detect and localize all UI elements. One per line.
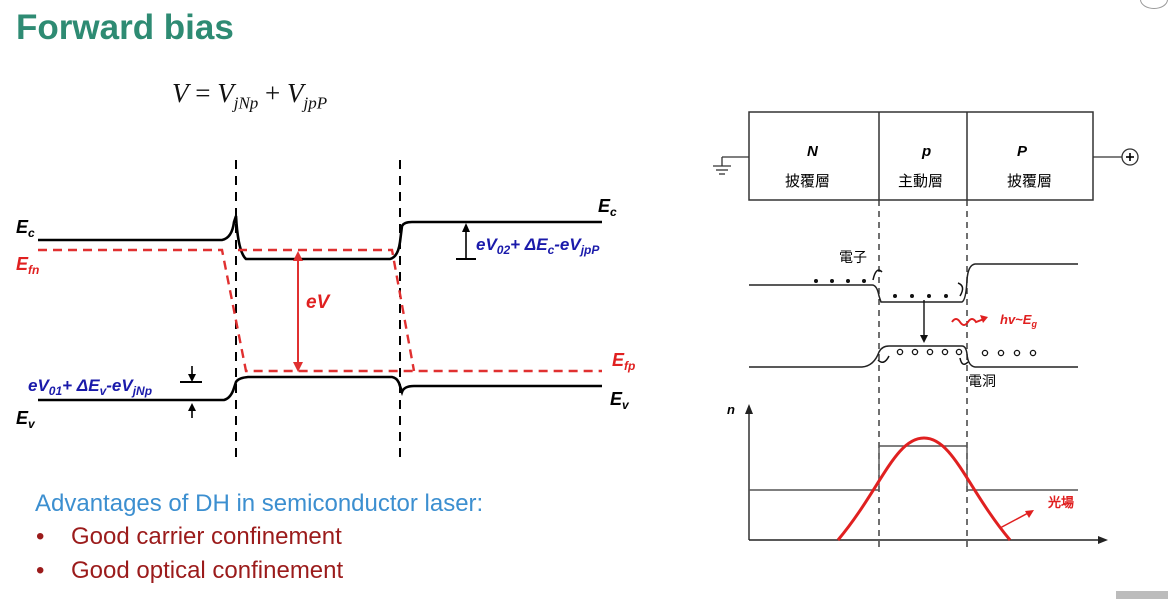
left-offset-a: eV [28,376,50,395]
bullet-icon: • [36,523,45,550]
efp-label: Efp [612,350,635,373]
corner-control-icon[interactable] [1140,0,1168,9]
efp-main: E [612,350,625,370]
electron-reflect-arrow-left [872,269,883,281]
dh-conduction-band [749,263,1078,303]
double-heterostructure-diagram: N 披覆層 p 主動層 P 披覆層 hv~Eg 電子 電洞 [713,111,1139,548]
left-offset-label: eV01+ ΔEv-eVjNp [28,376,152,398]
ev-right-main: E [610,389,623,409]
right-offset-c-sub: jpP [579,243,601,257]
light-field-pointer-head [1025,510,1034,518]
dh-valence-band [749,345,1078,368]
ec-label-left: Ec [16,217,35,240]
layer-n-type: N [807,143,819,160]
light-field-label: 光場 [1047,495,1074,511]
advantage-item: • Good carrier confinement [36,523,342,551]
right-offset-b-sub: c [548,243,555,257]
n-axis-arrow-head [745,404,753,414]
ec-left-main: E [16,217,29,237]
formula-plus: + [258,78,288,108]
left-offset-arrow-head-bottom [188,403,196,411]
electron-dots [814,279,948,298]
efn-label: Efn [16,254,39,277]
layer-p-type: p [921,143,931,160]
layer-n-name: 披覆層 [785,172,830,190]
n-axis-label: n [727,402,735,417]
hole-label: 電洞 [968,374,996,390]
valence-band-line [38,375,602,402]
x-axis-arrow-head [1098,536,1108,544]
photon-sub: g [1030,319,1037,329]
advantage-text: Good carrier confinement [71,523,342,550]
efn-main: E [16,254,29,274]
ev-left-sub: v [28,417,36,431]
ev-label-left: Ev [16,408,36,431]
efp-sub: fp [624,359,635,373]
electron-label: 電子 [839,250,867,266]
right-offset-a: eV [476,235,498,254]
hole-circles [896,348,1037,357]
formula-sub2: jpP [303,93,328,113]
recombination-arrow-head [920,335,928,343]
photon-tilde: ~ [1015,312,1023,327]
hole-reflect-arrow-left [877,355,890,363]
photon-wave-icon [951,318,985,326]
ev-label-right: Ev [610,389,630,412]
formula-v1: V [217,78,234,108]
photon-label: hv~Eg [1000,312,1037,329]
left-offset-c: -eV [106,376,134,395]
ec-left-sub: c [28,226,35,240]
photon-e: E [1023,312,1032,327]
right-offset-label: eV02+ ΔEc-eVjpP [476,235,600,257]
ev-right-sub: v [622,398,630,412]
formula-v: V [172,78,189,108]
left-offset-b-sub: v [100,384,108,398]
layer-pp-name: 披覆層 [1007,172,1052,190]
ev-label: eV [306,292,331,313]
right-offset-b: + ΔE [510,235,548,254]
ev-arrow-head-top [293,251,303,261]
hole-reflect-arrow-right [959,357,969,365]
ec-right-sub: c [610,205,617,219]
layer-pp-type: P [1017,143,1028,160]
left-offset-arrow-head-top [188,374,196,382]
formula-equals: = [188,78,218,108]
efn-sub: fn [28,263,39,277]
layer-box [748,111,1094,201]
bias-voltage-formula: V = VjNp + VjpP [172,78,327,113]
energy-band-diagram: eV eV02+ ΔEc-eVjpP eV01+ ΔEv-eVjNp Ec Ef… [16,160,635,460]
left-offset-c-sub: jNp [131,384,152,398]
ec-right-main: E [598,196,611,216]
electron-reflect-arrow-right [957,282,964,297]
refractive-index-profile [749,445,1078,491]
page-title: Forward bias [16,8,234,47]
right-offset-a-sub: 02 [497,243,511,257]
electron-quasi-fermi-level [38,248,602,373]
scrollbar-thumb[interactable] [1116,591,1168,599]
left-offset-a-sub: 01 [49,384,63,398]
left-offset-b: + ΔE [62,376,100,395]
formula-v2: V [287,78,304,108]
right-offset-arrow-head [462,223,470,232]
advantage-item: • Good optical confinement [36,557,343,585]
layer-p-name: 主動層 [898,172,943,190]
photon-h: hv [1000,312,1016,327]
ev-left-main: E [16,408,29,428]
formula-sub1: jNp [233,93,259,113]
photon-arrow-head [980,315,988,323]
optical-field-profile [836,436,1012,541]
ec-label-right: Ec [598,196,617,219]
right-offset-c: -eV [554,235,582,254]
advantage-text: Good optical confinement [71,557,344,584]
conduction-band-line [38,215,602,261]
advantages-heading: Advantages of DH in semiconductor laser: [35,490,484,517]
light-field-pointer [999,511,1031,529]
hole-quasi-fermi-level [238,248,416,372]
ev-arrow-head-bottom [293,362,303,372]
bullet-icon: • [36,557,45,584]
